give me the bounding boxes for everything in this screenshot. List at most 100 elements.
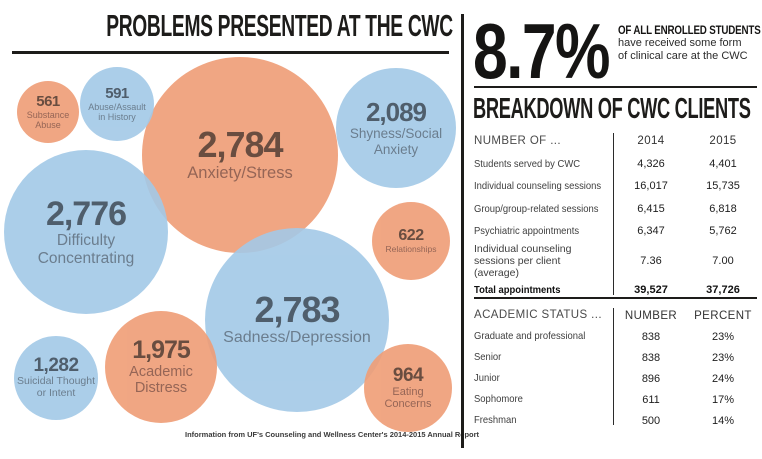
row-value: 23%	[711, 351, 735, 364]
row-label: Individual counseling sessions	[474, 180, 602, 193]
row-value: 4,326	[637, 157, 665, 170]
bubble-label: Abuse/Assault in History	[88, 101, 146, 122]
table-header-row: NUMBER OF ... 2014 2015	[474, 130, 759, 153]
row-label: Sophomore	[474, 393, 523, 406]
row-value: 6,415	[637, 202, 665, 215]
bubble-label: Academic Distress	[129, 363, 193, 396]
bubble-label: Eating Concerns	[384, 385, 432, 410]
stat-description-line1: OF ALL ENROLLED STUDENTS	[618, 25, 761, 37]
bubble-suicidal-thought-or-intent: 1,282 Suicidal Thought or Intent	[14, 336, 98, 420]
row-value: 896	[641, 372, 661, 385]
bubble-value: 591	[105, 84, 129, 102]
row-value: 14%	[711, 414, 735, 427]
bubble-label: Relationships	[385, 243, 437, 254]
bubble-label: Shyness/Social Anxiety	[349, 126, 443, 157]
table-row: Individual counseling sessions 16,017 15,7…	[474, 175, 759, 198]
bubble-value: 561	[36, 92, 60, 110]
row-value: PERCENT	[694, 309, 752, 322]
row-value: 16,017	[634, 180, 668, 193]
table-row: Junior 896 24%	[474, 368, 759, 389]
row-value: 5,762	[709, 225, 737, 238]
row-label: Students served by CWC	[474, 157, 581, 170]
academic-status-table: ACADEMIC STATUS ... NUMBER PERCENT Graduate…	[474, 305, 759, 431]
title-underline	[12, 51, 449, 54]
row-value: 6,818	[709, 202, 737, 215]
row-value: 24%	[711, 372, 735, 385]
clients-table: NUMBER OF ... 2014 2015 Students served by …	[474, 130, 759, 301]
bubble-difficulty-concentrating: 2,776 Difficulty Concentrating	[4, 150, 168, 314]
bubble-label: Substance Abuse	[26, 109, 70, 130]
bubble-academic-distress: 1,975 Academic Distress	[105, 311, 217, 423]
row-value: 500	[641, 414, 661, 427]
row-label: Group/group-related sessions	[474, 202, 599, 215]
table-row: Total appointments 39,527 37,726	[474, 279, 759, 302]
row-value: 611	[642, 393, 660, 406]
table-row: Senior 838 23%	[474, 347, 759, 368]
row-label: Individual counseling sessions per clien…	[474, 242, 572, 279]
table-row: Freshman 500 14%	[474, 410, 759, 431]
table-row: Psychiatric appointments 6,347 5,762	[474, 220, 759, 243]
row-value: 39,527	[634, 283, 668, 296]
table-row: Students served by CWC 4,326 4,401	[474, 153, 759, 176]
table-column-rule	[613, 308, 615, 425]
row-value: NUMBER	[624, 309, 678, 322]
bubble-value: 2,783	[254, 289, 340, 331]
stat-percentage: 8.7%	[473, 7, 610, 95]
table-column-rule	[613, 133, 615, 296]
bubble-value: 2,089	[365, 97, 427, 128]
bubble-abuse-assault-in-history: 591 Abuse/Assault in History	[80, 67, 154, 141]
bubble-chart: 2,784 Anxiety/Stress 2,776 Difficulty Conce…	[4, 57, 456, 432]
table-row: Group/group-related sessions 6,415 6,818	[474, 198, 759, 221]
row-label: Freshman	[474, 414, 517, 427]
row-value: 37,726	[706, 283, 740, 296]
bubble-label: Sadness/Depression	[223, 329, 371, 347]
row-label: Total appointments	[474, 283, 561, 296]
row-value: 7.00	[712, 254, 734, 267]
row-value: 7.36	[640, 254, 662, 267]
row-value: 6,347	[637, 225, 665, 238]
table-row: Sophomore 611 17%	[474, 389, 759, 410]
source-caption: Information from UF's Counseling and Wel…	[185, 430, 480, 439]
bubble-value: 1,975	[132, 335, 191, 364]
row-value: 838	[641, 351, 661, 364]
vertical-divider	[461, 14, 464, 448]
row-value: 838	[641, 330, 661, 343]
table-header-row: ACADEMIC STATUS ... NUMBER PERCENT	[474, 305, 759, 326]
bubble-value: 964	[392, 364, 424, 386]
bubble-value: 1,282	[33, 355, 79, 377]
chart-title: PROBLEMS PRESENTED AT THE CWC	[0, 8, 462, 43]
row-value: 4,401	[709, 157, 737, 170]
chart-title-text: PROBLEMS PRESENTED AT THE CWC	[106, 8, 453, 43]
bubble-relationships: 622 Relationships	[372, 202, 450, 280]
row-label: NUMBER OF ...	[474, 134, 561, 147]
bubble-label: Suicidal Thought or Intent	[16, 375, 96, 399]
row-label: Psychiatric appointments	[474, 225, 580, 238]
table-row: Individual counseling sessions per clien…	[474, 243, 759, 279]
stat-description-line2: have received some form	[618, 37, 742, 49]
bubble-value: 622	[398, 226, 424, 244]
row-label: Senior	[474, 351, 502, 364]
table-row: Graduate and professional 838 23%	[474, 326, 759, 347]
bubble-label: Difficulty Concentrating	[37, 232, 135, 267]
bubble-shyness-social-anxiety: 2,089 Shyness/Social Anxiety	[336, 68, 456, 188]
horizontal-rule-top	[474, 86, 757, 88]
row-label: Junior	[474, 372, 500, 385]
row-value: 2014	[637, 135, 665, 148]
bubble-value: 2,784	[197, 124, 283, 166]
stat-description-line3: of clinical care at the CWC	[618, 50, 748, 63]
horizontal-rule-middle	[474, 297, 757, 299]
row-value: 15,735	[706, 180, 740, 193]
row-value: 23%	[711, 330, 735, 343]
stat-description: OF ALL ENROLLED STUDENTS have received s…	[618, 25, 762, 63]
bubble-sadness-depression: 2,783 Sadness/Depression	[205, 228, 389, 412]
row-label: Graduate and professional	[474, 330, 586, 343]
bubble-value: 2,776	[45, 195, 127, 233]
bubble-anxiety-stress: 2,784 Anxiety/Stress	[142, 57, 338, 253]
bubble-eating-concerns: 964 Eating Concerns	[364, 344, 452, 432]
row-value: 2015	[709, 135, 737, 148]
row-value: 17%	[711, 393, 735, 406]
stats-panel: 8.7% OF ALL ENROLLED STUDENTS have recei…	[464, 0, 762, 459]
breakdown-heading: BREAKDOWN OF CWC CLIENTS	[473, 93, 751, 125]
bubble-substance-abuse: 561 Substance Abuse	[17, 81, 79, 143]
